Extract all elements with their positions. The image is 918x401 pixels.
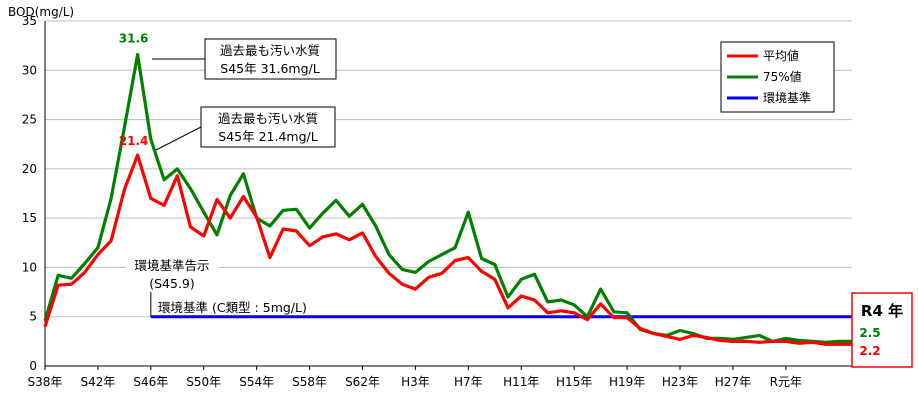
x-tick-label: H7年 bbox=[454, 375, 483, 389]
final-year-title: R4 年 bbox=[861, 302, 903, 320]
final-value-frame bbox=[851, 292, 913, 368]
callout-avg-box bbox=[200, 106, 336, 148]
x-tick-label: S62年 bbox=[345, 375, 380, 389]
x-tick-label: H19年 bbox=[609, 375, 645, 389]
legend-label-avg: 平均値 bbox=[763, 48, 799, 63]
y-tick-label: 25 bbox=[22, 113, 37, 127]
legend: 平均値 75%値 環境基準 bbox=[720, 41, 835, 113]
x-tick-label: H15年 bbox=[556, 375, 592, 389]
y-tick-label: 20 bbox=[22, 162, 37, 176]
final-75-value: 2.5 bbox=[859, 326, 880, 340]
y-tick-label: 5 bbox=[29, 310, 37, 324]
standard-notice-box bbox=[126, 256, 219, 292]
series-lines bbox=[43, 52, 852, 346]
x-tick-label: H3年 bbox=[401, 375, 430, 389]
x-tick-label: R元年 bbox=[770, 375, 802, 389]
legend-label-standard: 環境基準 bbox=[763, 90, 811, 105]
x-tick-label: S46年 bbox=[133, 375, 168, 389]
series-line-average bbox=[43, 153, 852, 346]
callout-avg: 過去最も汚い水質 S45年 21.4mg/L bbox=[155, 106, 336, 151]
peak-avg-label: 21.4 bbox=[119, 134, 149, 148]
callout-avg-leader bbox=[155, 126, 202, 151]
y-tick-label: 30 bbox=[22, 63, 37, 77]
y-tick-label: 15 bbox=[22, 211, 37, 225]
standard-notice-line1: 環境基準告示 bbox=[134, 258, 209, 273]
y-axis-ticks: 0 5 10 15 20 25 30 35 bbox=[22, 14, 37, 373]
standard-notice: 環境基準告示 (S45.9) bbox=[126, 256, 219, 317]
y-tick-label: 35 bbox=[22, 14, 37, 28]
callout-75-line2: S45年 31.6mg/L bbox=[220, 61, 319, 76]
x-tick-label: S54年 bbox=[239, 375, 274, 389]
x-tick-label: S42年 bbox=[80, 375, 115, 389]
callout-75-line1: 過去最も汚い水質 bbox=[220, 43, 320, 58]
x-tick-label: H11年 bbox=[503, 375, 539, 389]
final-avg-value: 2.2 bbox=[859, 344, 880, 358]
y-tick-label: 10 bbox=[22, 260, 37, 274]
x-tick-label: S50年 bbox=[186, 375, 221, 389]
callout-75: 過去最も汚い水質 S45年 31.6mg/L bbox=[152, 38, 337, 80]
final-value-box: R4 年 2.5 2.2 bbox=[851, 292, 913, 368]
legend-label-75: 75%値 bbox=[763, 69, 802, 84]
x-tick-label: H23年 bbox=[662, 375, 698, 389]
x-tick-label: S58年 bbox=[292, 375, 327, 389]
y-axis-label: BOD(mg/L) bbox=[8, 5, 74, 19]
callout-avg-line1: 過去最も汚い水質 bbox=[218, 111, 318, 126]
callout-75-box bbox=[204, 38, 337, 80]
callout-avg-line2: S45年 21.4mg/L bbox=[218, 129, 317, 144]
standard-line-label: 環境基準 (C類型 : 5mg/L) bbox=[158, 300, 307, 315]
standard-notice-line2: (S45.9) bbox=[149, 276, 195, 291]
x-tick-label: S38年 bbox=[28, 375, 63, 389]
x-axis-ticks: S38年 S42年 S46年 S50年 S54年 S58年 S62年 H3年 H7年 H11年 H1… bbox=[28, 366, 802, 389]
peak-75-label: 31.6 bbox=[119, 32, 149, 46]
y-tick-label: 0 bbox=[29, 359, 37, 373]
x-tick-label: H27年 bbox=[715, 375, 751, 389]
